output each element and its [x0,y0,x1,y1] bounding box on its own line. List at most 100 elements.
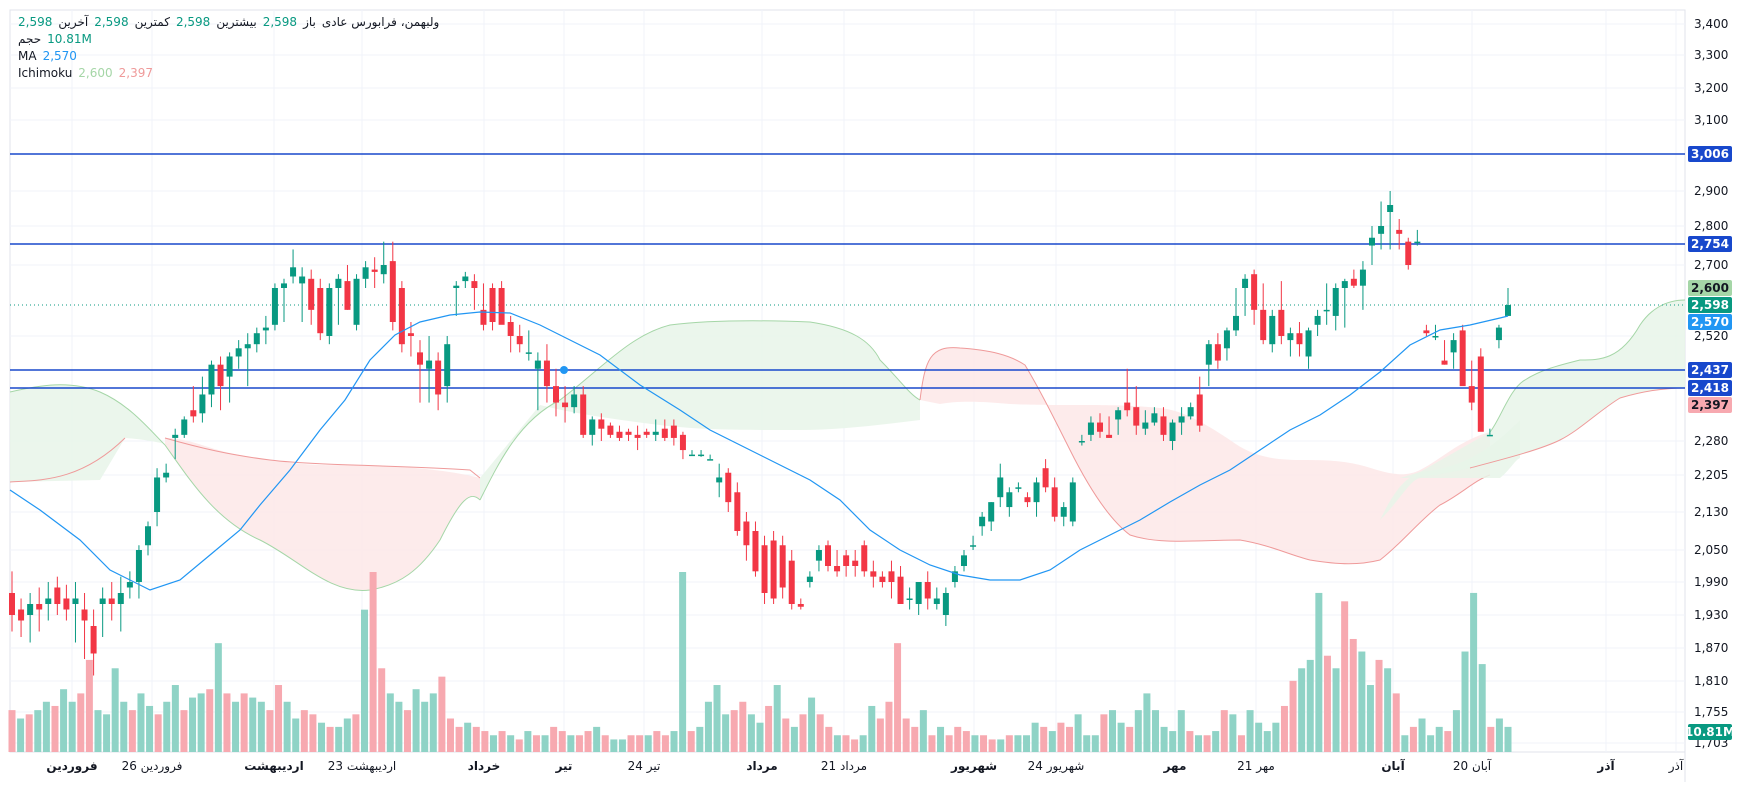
volume-bar [1401,735,1409,752]
price-badge [1688,146,1732,162]
x-tick-label: فروردین [46,759,97,774]
x-tick-label: 24 شهریور [1028,759,1085,774]
volume-bar [507,735,515,752]
candle-body [417,352,423,365]
candle-body [1060,507,1067,517]
ma-row[interactable]: MA 2,570 [18,48,439,65]
volume-bar [816,714,824,752]
volume-bar [68,701,76,752]
candle-body [580,394,587,435]
open-label: باز [303,15,316,29]
volume-bar [163,701,171,752]
volume-bar [610,739,618,752]
candle-body [1242,278,1249,288]
candle-body [534,360,541,369]
volume-bar [593,726,601,752]
price-badge [1688,380,1732,396]
candle-body [1223,330,1230,349]
candle-body [90,626,97,654]
volume-bar [1194,735,1202,752]
candle-body [27,604,34,615]
candle-body [326,288,333,336]
volume-bar [1280,705,1288,752]
volume-bar [928,735,936,752]
candle-body [18,609,25,621]
volume-bar [575,735,583,752]
candle-body [235,348,242,357]
volume-bar [455,726,463,752]
volume-row[interactable]: حجم 10.81M [18,31,439,48]
volume-bar [653,731,661,752]
volume-bar [146,705,154,752]
close-label: آخرین [58,15,89,29]
volume-bar [1126,726,1134,752]
candle-body [1106,434,1113,438]
candle-body [172,434,179,438]
ichimoku-cloud-green-4 [1400,300,1685,478]
candle-body [371,269,378,272]
candle-body [924,582,931,599]
volume-bar [1109,710,1117,752]
volume-bar [1246,710,1254,752]
candle-body [797,604,804,607]
close-value: 2,598 [18,15,53,29]
volume-bar [1074,714,1082,752]
crosshair-point [560,366,568,374]
candle-body [997,477,1004,498]
x-tick-label: اردیبهشت [244,759,303,773]
volume-bar [962,731,970,752]
candle-body [815,550,822,561]
price-badge [1688,280,1732,296]
candle-body [208,364,215,395]
candle-body [788,560,795,604]
candle-body [435,360,442,395]
volume-bar [644,735,652,752]
candle-body [362,267,369,279]
price-badge-label: 3,006 [1691,147,1729,161]
volume-bar [1504,726,1512,752]
candle-body [1432,336,1439,338]
candle-body [117,593,124,604]
price-badge-label: 2,570 [1691,315,1729,329]
candle-body [1387,205,1394,212]
volume-bar [1151,710,1159,752]
candle-body [1278,309,1285,336]
volume-bar [403,710,411,752]
volume-bar [971,735,979,752]
y-tick-label: 2,050 [1694,543,1728,557]
candle-body [670,425,677,438]
candle-body [45,598,52,604]
volume-bar [1005,735,1013,752]
candle-body [308,278,315,310]
volume-bar [515,739,523,752]
price-badge-label: 2,598 [1691,298,1729,312]
candle-body [471,281,478,288]
candle-body [380,265,387,275]
candle-body [616,431,623,438]
volume-bar [911,726,919,752]
y-tick-label: 2,700 [1694,258,1728,272]
x-tick-label: آذر [1668,758,1684,774]
volume-bar [661,735,669,752]
ma-label: MA [18,49,37,63]
candle-body [1051,487,1058,517]
volume-bar [292,718,300,752]
x-tick-label: 23 اردیبهشت [328,759,397,774]
chart-legend: ولبهمن، فرابورس عادی باز 2,598 بیشترین 2… [18,14,439,82]
candle-body [462,276,469,282]
candle-body [1214,344,1221,361]
volume-bar [60,689,68,752]
candle-body [1486,434,1493,437]
y-tick-label: 1,810 [1694,674,1728,688]
candle-body [915,582,922,604]
y-tick-label: 2,900 [1694,184,1728,198]
candle-body [226,356,233,377]
candle-body [36,604,43,610]
y-tick-label: 1,930 [1694,608,1728,622]
candle-body [344,281,351,310]
symbol-name[interactable]: ولبهمن، فرابورس عادی [321,15,440,29]
volume-bar [679,572,687,752]
ichimoku-row[interactable]: Ichimoku 2,600 2,397 [18,65,439,82]
volume-bar [696,726,704,752]
